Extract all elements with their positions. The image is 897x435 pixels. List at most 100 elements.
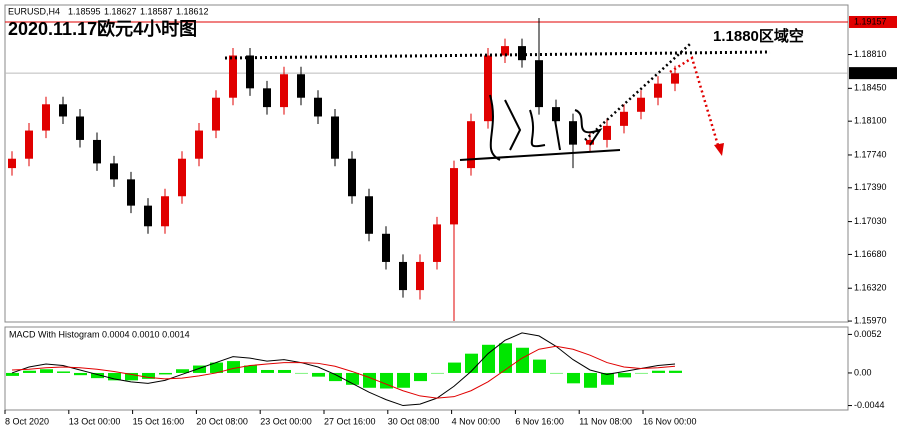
candle-body: [365, 196, 373, 234]
candle-body: [382, 233, 390, 262]
y-tick-label: 1.17390: [854, 182, 887, 192]
histogram-bar: [227, 361, 240, 373]
y-tick-label: 1.18100: [854, 116, 887, 126]
histogram-bar: [380, 372, 393, 389]
candle-body: [246, 55, 254, 89]
level-label: 1.18612: [854, 68, 887, 78]
candle-body: [484, 55, 492, 122]
candle-body: [25, 130, 33, 159]
y-tick-label: 1.15970: [854, 315, 887, 325]
histogram-bar: [448, 362, 461, 373]
candle-body: [212, 97, 220, 131]
candle-body: [348, 158, 356, 197]
candle-body: [603, 125, 611, 140]
level-label: 1.19157: [854, 16, 887, 26]
y-tick-label: 1.17030: [854, 216, 887, 226]
candle-body: [586, 139, 594, 145]
candle-body: [195, 130, 203, 159]
y-tick-label: 1.16320: [854, 283, 887, 293]
candle-body: [552, 107, 560, 122]
candle-body: [535, 60, 543, 108]
candle-body: [42, 104, 50, 131]
histogram-bar: [6, 372, 19, 376]
info-high: 1.18627: [104, 6, 137, 16]
candle-body: [501, 46, 509, 56]
histogram-bar: [397, 372, 410, 388]
histogram-bar: [193, 365, 206, 373]
candle-body: [654, 83, 662, 98]
histogram-bar: [278, 369, 291, 373]
histogram-bar: [159, 372, 172, 375]
chart-title: 2020.11.17欧元4小时图: [8, 18, 197, 39]
histogram-bar: [210, 362, 223, 373]
resistance-line: [224, 50, 771, 60]
candle-body: [110, 163, 118, 180]
y-tick-label: 1.18450: [854, 83, 887, 93]
x-tick-label: 16 Nov 00:00: [643, 416, 697, 426]
x-tick-label: 11 Nov 08:00: [579, 416, 632, 426]
level-label-bg: [849, 15, 897, 28]
main-frame: [4, 4, 849, 323]
histogram-bar: [261, 369, 274, 373]
candle-body: [280, 74, 288, 108]
level-label-bg: [849, 67, 897, 80]
candle-body: [144, 205, 152, 227]
candle-body: [637, 97, 645, 112]
macd-line: [11, 332, 676, 407]
histogram-bar: [176, 369, 189, 373]
annotation: 1.1880区域空: [713, 27, 804, 45]
histogram-bar: [74, 372, 87, 376]
histogram-bar: [142, 372, 155, 379]
y-tick-label: -0.0044: [854, 400, 885, 410]
histogram-bar: [329, 372, 342, 382]
x-tick-label: 30 Oct 08:00: [388, 416, 440, 426]
signal-line: [11, 345, 676, 399]
candle-body: [569, 121, 577, 145]
histogram-bar: [363, 372, 376, 388]
y-tick-label: 0.00: [854, 367, 872, 377]
histogram-bar: [414, 372, 427, 382]
candle-body: [433, 224, 441, 262]
histogram-bar: [431, 372, 444, 374]
signature: [459, 94, 621, 161]
histogram-bar: [652, 370, 665, 373]
candle-body: [59, 104, 67, 117]
macd-title: MACD With Histogram 0.0004 0.0010 0.0014: [9, 329, 190, 339]
info-close: 1.18612: [176, 6, 209, 16]
histogram-bar: [57, 371, 70, 373]
x-tick-label: 8 Oct 2020: [5, 416, 49, 426]
histogram-bar: [567, 372, 580, 384]
macd-frame: [4, 326, 849, 411]
histogram-bar: [635, 372, 648, 374]
candle-body: [297, 74, 305, 98]
y-tick-label: 1.16680: [854, 249, 887, 259]
candle-body: [399, 261, 407, 291]
histogram-bar: [91, 372, 104, 379]
candle-body: [416, 261, 424, 291]
candle-body: [8, 158, 16, 169]
x-tick-label: 6 Nov 16:00: [515, 416, 564, 426]
arrow-head: [714, 143, 724, 156]
histogram-bar: [23, 370, 36, 373]
info-open: 1.18595: [68, 6, 101, 16]
candle-body: [518, 46, 526, 61]
candle-body: [93, 139, 101, 164]
histogram-bar: [584, 372, 597, 388]
candle-body: [331, 116, 339, 159]
x-tick-label: 13 Oct 00:00: [69, 416, 121, 426]
forecast-arrow: [669, 56, 722, 153]
x-tick-label: 27 Oct 16:00: [324, 416, 376, 426]
y-tick-label: 1.17740: [854, 149, 887, 159]
histogram-bar: [533, 359, 546, 373]
symbol: EURUSD,H4: [8, 6, 60, 16]
y-tick-label: 1.18810: [854, 49, 887, 59]
histogram-bar: [295, 372, 308, 374]
histogram-bar: [499, 343, 512, 373]
candle-body: [263, 88, 271, 108]
candle-body: [450, 168, 458, 225]
histogram-bar: [40, 369, 53, 373]
histogram-bar: [108, 372, 121, 381]
candle-body: [229, 55, 237, 98]
histogram-bar: [601, 372, 614, 385]
